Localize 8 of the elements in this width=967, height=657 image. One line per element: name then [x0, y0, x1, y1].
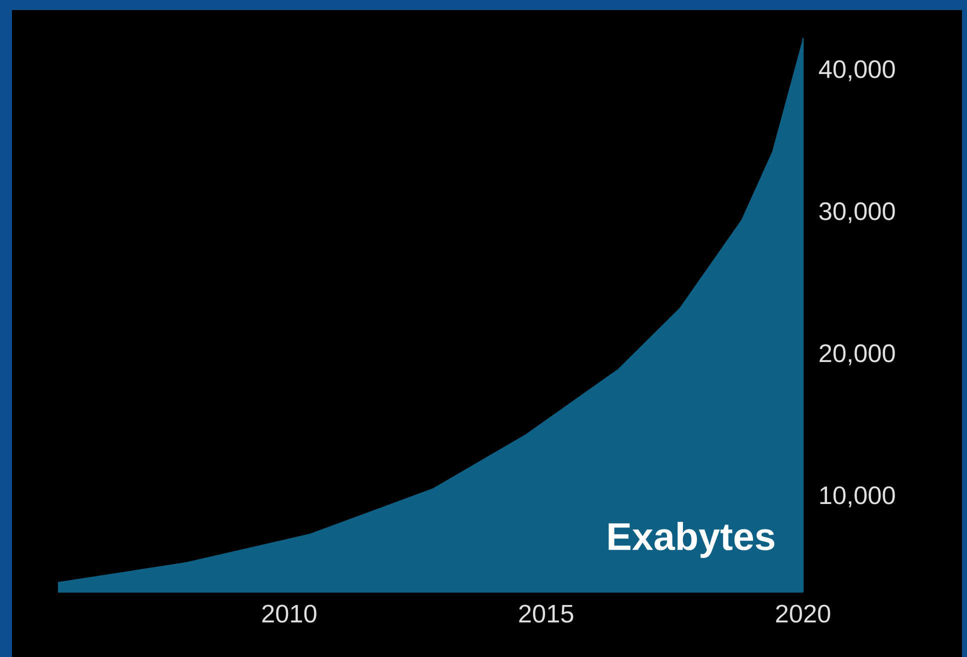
y-tick-label: 40,000 [818, 60, 895, 82]
y-tick-label: 20,000 [820, 344, 895, 366]
x-tick-label: 2015 [519, 604, 574, 623]
x-tick-label: 2010 [262, 604, 316, 623]
x-tick-label: 2020 [776, 604, 830, 623]
y-tick-label: 10,000 [820, 486, 895, 508]
y-tick-label: 30,000 [819, 202, 895, 224]
annotation: Exabytes [608, 522, 774, 558]
